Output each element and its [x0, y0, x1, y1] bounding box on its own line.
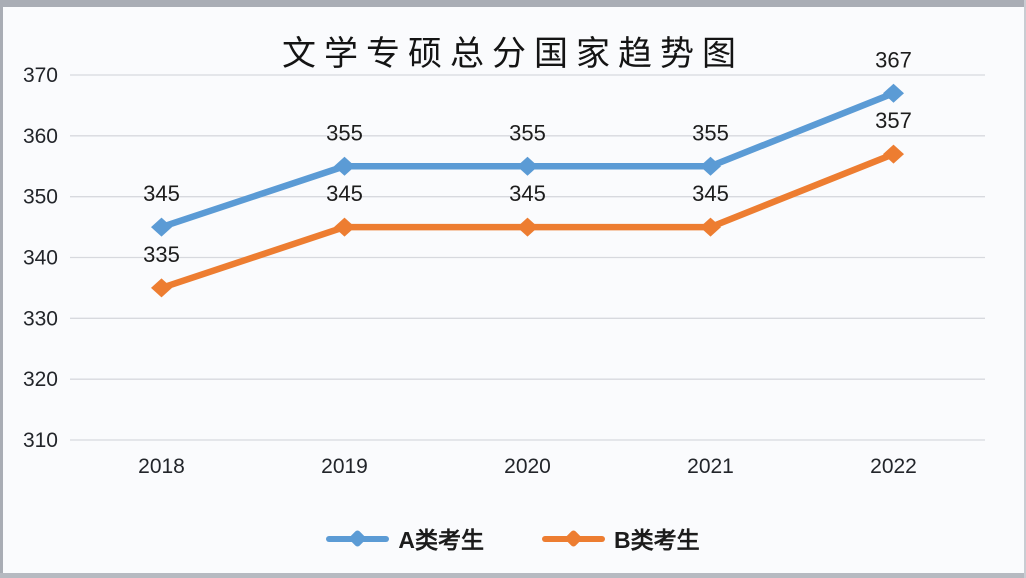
series-b-line-marker-icon: [542, 528, 605, 548]
frame-edge-left: [0, 0, 3, 578]
y-axis-tick-label: 350: [23, 186, 58, 209]
legend-item-series-b: B类考生: [542, 521, 700, 555]
data-point-marker: [151, 278, 172, 298]
y-axis-tick-label: 310: [23, 429, 58, 452]
data-point-label: 345: [143, 181, 180, 206]
data-point-label: 345: [326, 181, 363, 206]
data-point-marker: [700, 156, 721, 176]
data-point-label: 355: [692, 120, 729, 145]
data-point-label: 355: [509, 120, 546, 145]
x-axis-tick-label: 2020: [504, 455, 551, 478]
data-point-marker: [151, 217, 172, 237]
data-point-label: 357: [875, 108, 912, 133]
frame-edge-right: [1024, 0, 1026, 578]
y-axis-tick-label: 320: [23, 368, 58, 391]
data-point-marker: [517, 217, 538, 237]
legend-item-series-a: A类考生: [326, 521, 484, 555]
data-point-marker: [334, 217, 355, 237]
data-point-label: 345: [509, 181, 546, 206]
data-point-marker: [883, 144, 904, 164]
frame-edge-top: [0, 0, 1026, 7]
x-axis-tick-label: 2019: [321, 455, 368, 478]
x-axis-tick-label: 2018: [138, 455, 185, 478]
data-point-label: 345: [692, 181, 729, 206]
y-axis-tick-label: 360: [23, 125, 58, 148]
y-axis-tick-label: 340: [23, 247, 58, 270]
data-point-marker: [517, 156, 538, 176]
legend: A类考生 B类考生: [0, 521, 1026, 555]
x-axis-tick-label: 2021: [687, 455, 734, 478]
series-b-legend-diamond-icon: [564, 528, 583, 548]
data-point-label: 355: [326, 120, 363, 145]
y-axis-tick-label: 330: [23, 307, 58, 330]
chart-title: 文学专硕总分国家趋势图: [282, 35, 744, 73]
data-point-label: 335: [143, 242, 180, 267]
legend-label-series-b: B类考生: [614, 527, 700, 553]
series-a-line-marker-icon: [326, 528, 390, 548]
series-a-legend-diamond-icon: [348, 528, 368, 548]
data-point-label: 367: [875, 47, 912, 72]
y-axis-tick-label: 370: [23, 64, 58, 87]
x-axis-tick-label: 2022: [870, 455, 917, 478]
frame-edge-bottom: [0, 573, 1026, 578]
legend-label-series-a: A类考生: [398, 527, 484, 553]
data-point-marker: [883, 83, 904, 103]
data-point-marker: [700, 217, 721, 237]
data-point-marker: [334, 156, 355, 176]
